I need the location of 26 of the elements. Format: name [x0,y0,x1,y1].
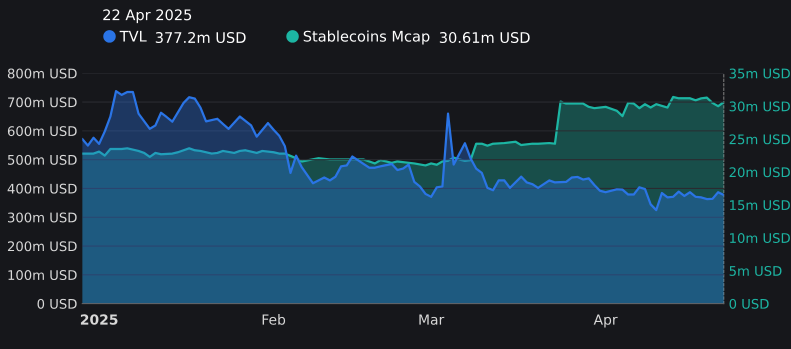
y2-tick-label: 25m USD [730,134,790,144]
y2-tick-label: 30m USD [730,101,790,112]
y-tick-label: 500m USD [8,154,77,165]
y2-tick-label: 15m USD [730,200,790,210]
text: 377.2m USD [156,32,246,44]
y-tick-label: 0 USD [37,298,77,309]
text: 22 Apr 2025 [103,9,192,24]
y2-tick-label: 0 USD [729,298,769,309]
legend-label: TVL [120,30,147,42]
x-tick-label: Apr [594,314,618,328]
y-tick-label: 100m USD [8,270,77,280]
x-tick-label: 2025 [80,314,118,325]
y-tick-label: 400m USD [8,184,77,194]
x-tick-label: Feb [262,314,286,325]
y-tick-label: 200m USD [8,241,77,252]
y2-tick-label: 35m USD [730,68,790,78]
y-tick-label: 600m USD [8,126,77,136]
legend-label: Stablecoins Mcap [304,30,430,45]
y-tick-label: 300m USD [8,212,77,222]
y2-tick-label: 5m USD [730,266,782,276]
y-tick-label: 700m USD [8,97,77,108]
y-tick-label: 800m USD [8,68,77,78]
y2-tick-label: 10m USD [730,233,790,244]
x-tick-label: Mar [419,314,444,325]
text: 30.61m USD [440,32,530,44]
y2-tick-label: 20m USD [730,167,790,178]
